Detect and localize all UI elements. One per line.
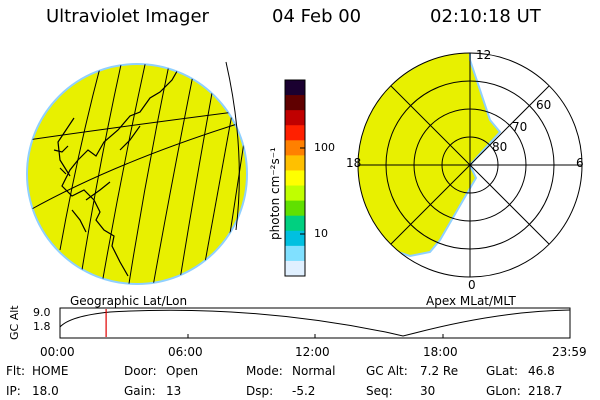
altitude-xtick-4: 23:59 xyxy=(552,345,587,359)
status-door-value: Open xyxy=(166,364,199,378)
colorbar-label-100: 100 xyxy=(314,141,335,154)
colorbar-segment xyxy=(285,80,305,96)
altitude-xtick-1: 06:00 xyxy=(168,345,203,359)
colorbar-segment xyxy=(285,170,305,187)
altitude-xtick-0: 00:00 xyxy=(40,345,75,359)
status-glon-value: 218.7 xyxy=(528,384,563,398)
status-seq-value: 30 xyxy=(420,384,436,398)
status-flt-label: Flt: xyxy=(6,364,25,378)
colorbar-segment xyxy=(285,260,305,277)
altitude-ytick-min: 1.8 xyxy=(33,320,51,333)
parallel xyxy=(27,109,247,141)
earth-disk xyxy=(26,63,248,285)
status-ip-value: 18.0 xyxy=(32,384,59,398)
colorbar-segment xyxy=(285,230,305,247)
status-seq-label: Seq: xyxy=(366,384,393,398)
colorbar-label-10: 10 xyxy=(314,227,328,240)
colorbar-segment xyxy=(285,215,305,232)
colorbar-segment xyxy=(285,155,305,171)
status-glat-value: 46.8 xyxy=(528,364,555,378)
instrument-title: Ultraviolet Imager xyxy=(46,6,209,27)
left-panel-caption: Geographic Lat/Lon xyxy=(70,294,188,308)
image-time: 02:10:18 UT xyxy=(430,6,541,27)
altitude-ytick-max: 9.0 xyxy=(33,306,51,319)
lat-label-60: 60 xyxy=(536,98,552,112)
altitude-xtick-3: 18:00 xyxy=(423,345,458,359)
parallel xyxy=(29,119,247,211)
colorbar-segment xyxy=(285,245,305,262)
status-door-label: Door: xyxy=(124,364,157,378)
colorbar-segment xyxy=(285,200,305,217)
status-gcalt-label: GC Alt: xyxy=(366,364,408,378)
status-gcalt-value: 7.2 Re xyxy=(420,364,459,378)
status-mode-label: Mode: xyxy=(246,364,283,378)
mlt-label-0: 0 xyxy=(468,278,476,292)
mlt-label-12: 12 xyxy=(476,48,492,62)
status-glat-label: GLat: xyxy=(486,364,519,378)
colorbar-segment xyxy=(285,125,305,141)
coastline xyxy=(53,65,181,277)
status-dsp-value: -5.2 xyxy=(292,384,316,398)
lat-label-80: 80 xyxy=(492,140,508,154)
status-dsp-label: Dsp: xyxy=(246,384,274,398)
right-panel-caption: Apex MLat/MLT xyxy=(426,294,516,308)
map-edge-meridian xyxy=(225,61,240,231)
altitude-curve xyxy=(59,309,571,337)
meridian xyxy=(59,64,103,251)
status-gain-value: 13 xyxy=(166,384,182,398)
altitude-xtick-2: 12:00 xyxy=(295,345,330,359)
status-gain-label: Gain: xyxy=(124,384,156,398)
status-glon-label: GLon: xyxy=(486,384,521,398)
status-ip-label: IP: xyxy=(6,384,21,398)
mlt-label-6: 6 xyxy=(576,156,584,170)
meridian xyxy=(151,64,197,284)
colorbar-segment xyxy=(285,185,305,202)
colorbar-segment xyxy=(285,95,305,111)
lat-label-70: 70 xyxy=(512,120,528,134)
colorbar-segment xyxy=(285,140,305,156)
meridian xyxy=(81,64,123,271)
status-mode-value: Normal xyxy=(292,364,336,378)
meridian xyxy=(101,64,147,284)
status-flt-value: HOME xyxy=(32,364,69,378)
image-date: 04 Feb 00 xyxy=(272,6,362,27)
mlt-label-18: 18 xyxy=(346,156,362,170)
colorbar-segment xyxy=(285,110,305,126)
